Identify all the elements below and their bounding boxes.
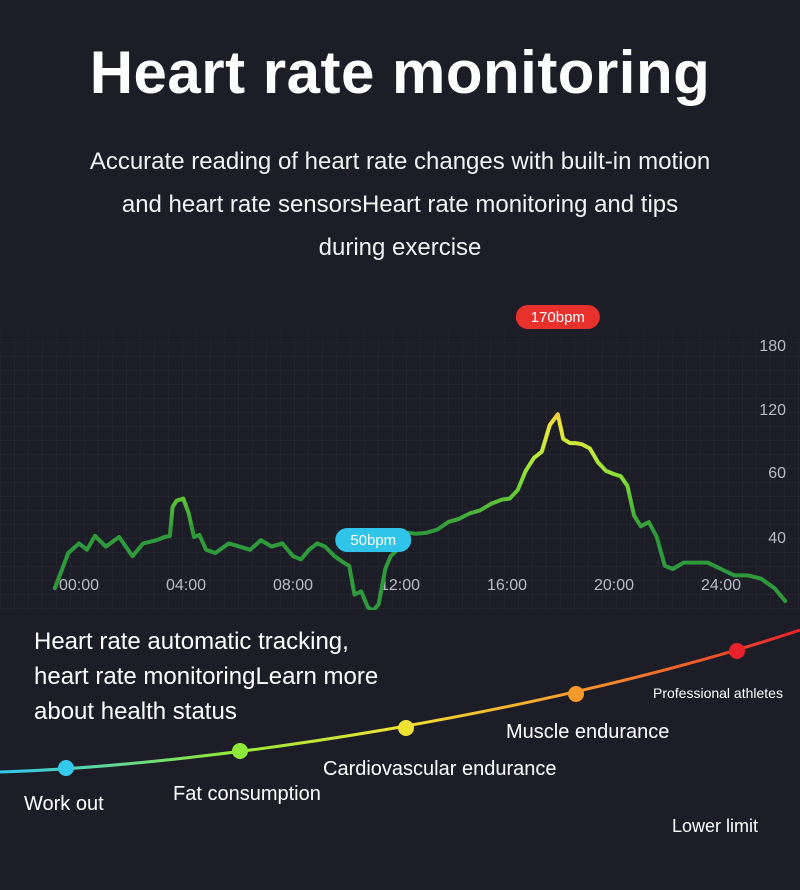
y-tick-label: 180 xyxy=(759,338,786,355)
zone-label: Fat consumption xyxy=(173,783,321,805)
annotation-label: 170bpm xyxy=(531,309,585,326)
zone-label: Professional athletes xyxy=(653,685,783,701)
zone-marker xyxy=(398,720,414,736)
x-tick-label: 00:00 xyxy=(59,577,99,594)
subtitle-line-3: during exercise xyxy=(318,234,482,261)
lower-limit-label: Lower limit xyxy=(672,816,758,836)
x-tick-label: 20:00 xyxy=(594,577,634,594)
tracking-line-2: heart rate monitoringLearn more xyxy=(34,663,379,690)
subtitle-line-2: and heart rate sensorsHeart rate monitor… xyxy=(121,191,679,218)
x-tick-label: 04:00 xyxy=(166,577,206,594)
annotation-badge: 50bpm xyxy=(335,528,412,552)
y-tick-label: 120 xyxy=(759,402,786,419)
zone-marker xyxy=(58,760,74,776)
zone-marker xyxy=(729,643,745,659)
page-subtitle: Accurate reading of heart rate changes w… xyxy=(40,140,760,269)
y-tick-label: 40 xyxy=(768,530,786,547)
tracking-line-3: about health status xyxy=(34,698,237,725)
y-tick-label: 60 xyxy=(768,465,786,482)
x-tick-label: 16:00 xyxy=(487,577,527,594)
zone-label: Cardiovascular endurance xyxy=(323,758,556,780)
x-tick-label: 12:00 xyxy=(380,577,420,594)
heart-rate-chart: 180 120 60 40 00:00 04:00 08:00 12:00 16:00 20:0… xyxy=(0,305,800,610)
annotation-label: 50bpm xyxy=(350,532,396,549)
tracking-line-1: Heart rate automatic tracking, xyxy=(34,628,349,655)
page-title: Heart rate monitoring xyxy=(89,39,711,106)
zone-curve xyxy=(0,628,800,774)
zone-label: Work out xyxy=(24,793,104,815)
zone-marker xyxy=(232,743,248,759)
annotation-badge: 170bpm xyxy=(515,305,600,329)
subtitle-line-1: Accurate reading of heart rate changes w… xyxy=(89,148,711,175)
zone-marker xyxy=(568,686,584,702)
x-tick-label: 08:00 xyxy=(273,577,313,594)
x-tick-label: 24:00 xyxy=(701,577,741,594)
zone-label: Muscle endurance xyxy=(506,721,669,743)
tracking-text: Heart rate automatic tracking, heart rat… xyxy=(34,624,454,729)
